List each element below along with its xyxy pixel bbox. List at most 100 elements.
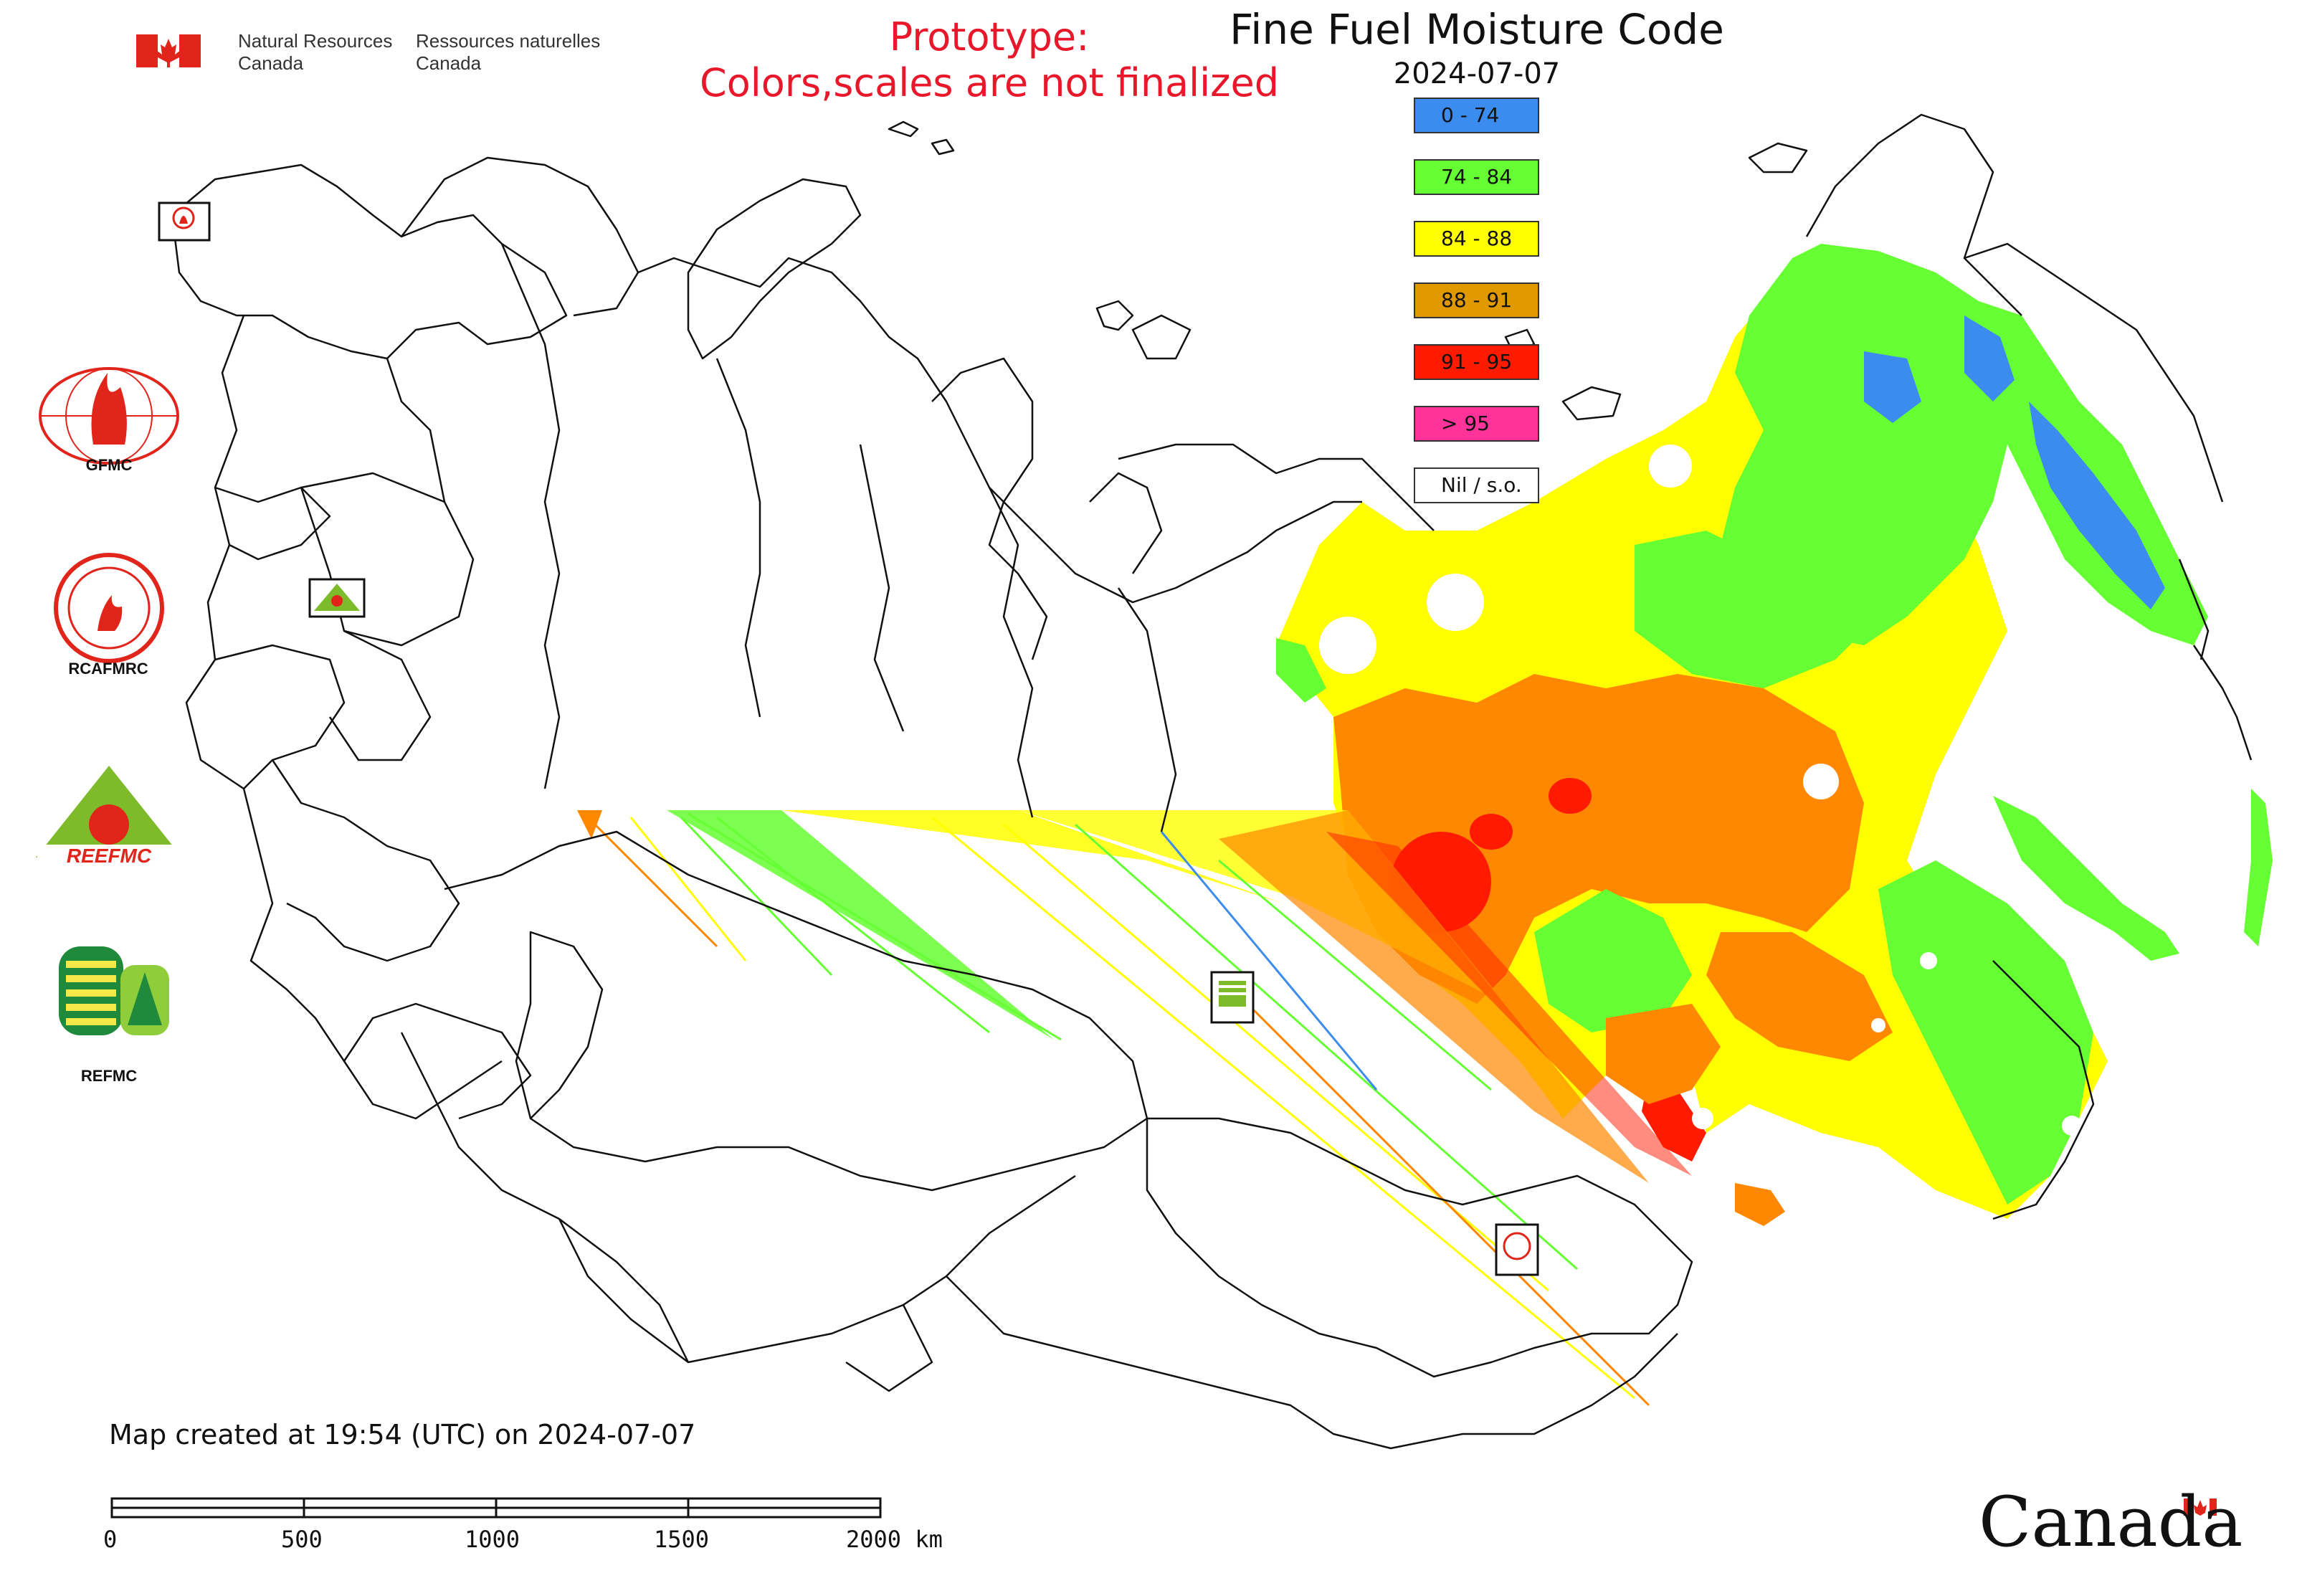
- legend-item-0-74: 0 - 74: [1414, 98, 1539, 133]
- refmc-logo: [59, 946, 169, 1035]
- ffmc-zone-green-mid: [1635, 531, 1878, 688]
- coast-gydan: [1089, 472, 1163, 574]
- coast-caspian: [515, 931, 604, 1120]
- border-belarus: [214, 644, 346, 789]
- legend-item-88-91: 88 - 91: [1414, 282, 1539, 318]
- coast-chukotka: [1805, 113, 2022, 316]
- legend-item-91-95: 91 - 95: [1414, 344, 1539, 380]
- border-turkmenistan: [558, 1218, 689, 1363]
- streak-line-9: [629, 817, 747, 961]
- reefmc-logo-text: REEFMC: [66, 845, 152, 867]
- border-mongolia: [1146, 1117, 1693, 1378]
- border-tajik: [845, 1304, 933, 1392]
- station-marker-rcafmrc: [1495, 1223, 1539, 1276]
- border-west-russia: [185, 315, 503, 1120]
- nil-dot-8: [1319, 617, 1376, 674]
- canada-wordmark: Canada: [1979, 1482, 2243, 1562]
- border-internal-3: [988, 487, 1034, 818]
- signature-fr-line2: Canada: [416, 52, 482, 74]
- ffmc-zone-red-3: [1470, 814, 1513, 850]
- ffmc-zone-green-south: [1534, 889, 1692, 1032]
- station-marker-refmc: [1210, 971, 1255, 1024]
- legend-item-84-88: 84 - 88: [1414, 221, 1539, 257]
- legend-label: 91 - 95: [1441, 350, 1513, 374]
- border-volga: [328, 630, 432, 761]
- coast-kamchatka-east: [2192, 645, 2253, 761]
- streak-line-8: [586, 816, 718, 948]
- streak-line-6: [931, 816, 1635, 1400]
- gfmc-logo: [39, 367, 179, 465]
- nil-dot-2: [1803, 764, 1839, 799]
- streak-line-2: [716, 816, 990, 1034]
- streak-band-red: [1326, 832, 1692, 1176]
- streak-band-yellow: [781, 810, 1283, 903]
- scale-label-0: 0: [103, 1526, 118, 1553]
- ffmc-zone-blue-north: [1964, 315, 2015, 402]
- rcafmrc-logo: [54, 553, 164, 663]
- island-sakhalin: [2178, 559, 2210, 660]
- scale-bar: [110, 1497, 882, 1519]
- canada-flag-header: [136, 34, 201, 67]
- nil-dot-7: [1871, 1018, 1885, 1032]
- ffmc-zone-green-west: [1276, 638, 1326, 703]
- projection-streaks: [577, 810, 1692, 1407]
- rcafmrc-label: RCAFMRC: [68, 660, 148, 678]
- nil-dot-1: [1649, 445, 1692, 488]
- prototype-line1: Prototype:: [889, 14, 1090, 60]
- coast-kola: [401, 156, 639, 317]
- ffmc-zone-blue-peninsula: [2029, 402, 2165, 609]
- border-internal-1: [500, 243, 561, 789]
- ffmc-zone-green-southeast: [1878, 860, 2093, 1205]
- legend-label: > 95: [1441, 412, 1490, 435]
- island-franz-josef-2: [931, 138, 955, 156]
- station-marker-gfmc: [158, 201, 211, 242]
- streak-line-7: [1246, 1002, 1650, 1407]
- map-created-text: Map created at 19:54 (UTC) on 2024-07-07: [109, 1419, 696, 1450]
- coast-taymyr: [1118, 443, 1435, 531]
- scale-label-500: 500: [281, 1526, 323, 1553]
- nil-dot-4: [2062, 1116, 2082, 1136]
- map-title: Fine Fuel Moisture Code: [1230, 5, 1724, 54]
- canada-wordmark-flag: [2184, 1498, 2217, 1516]
- streak-line-11: [1160, 831, 1378, 1091]
- legend-label: 84 - 88: [1441, 227, 1513, 250]
- ffmc-zone-green-island-1: [2244, 789, 2273, 946]
- streak-line-3: [1218, 859, 1492, 1091]
- coast-okhotsk: [1992, 960, 2095, 1220]
- coast-yamal: [931, 357, 1048, 660]
- island-novosibirsk: [1561, 386, 1622, 421]
- boundaries: [171, 113, 2253, 1450]
- map-date: 2024-07-07: [1393, 57, 1561, 90]
- nil-dot-5: [1920, 952, 1937, 969]
- legend-item-nil: Nil / s.o.: [1414, 467, 1539, 503]
- ffmc-zone-blue-patch: [1864, 351, 1921, 423]
- scale-label-1000: 1000: [465, 1526, 520, 1553]
- reefmc-logo: [36, 766, 184, 866]
- island-wrangel: [1748, 142, 1808, 174]
- ffmc-zone-green-island-2: [1993, 796, 2179, 961]
- border-baltic: [214, 486, 331, 561]
- streak-line-1: [688, 812, 1062, 1041]
- border-china: [946, 1276, 1678, 1450]
- legend-item-74-84: 74 - 84: [1414, 159, 1539, 195]
- ffmc-raster: [1276, 244, 2273, 1226]
- coast-black-sea: [343, 1002, 532, 1120]
- prototype-line2: Colors,scales are not finalized: [700, 60, 1279, 105]
- legend-label: 74 - 84: [1441, 165, 1513, 189]
- border-central-asia: [400, 1032, 1076, 1364]
- station-marker-reefmc: [308, 578, 366, 618]
- border-internal-4: [715, 358, 761, 718]
- coast-scandinavia: [171, 163, 568, 360]
- streak-band-green: [667, 810, 1054, 1040]
- scale-label-2000: 2000 km: [846, 1526, 943, 1553]
- legend-label: 88 - 91: [1441, 288, 1513, 312]
- agency-signature-fr: Ressources naturelles Canada: [416, 30, 600, 75]
- streak-band-orange: [1219, 810, 1649, 1183]
- island-severnaya: [1131, 314, 1192, 360]
- legend-label: Nil / s.o.: [1441, 473, 1522, 497]
- signature-fr-line1: Ressources naturelles: [416, 30, 601, 52]
- streak-line-4: [1075, 823, 1578, 1270]
- ffmc-zone-orange-inlet: [1606, 1004, 1721, 1104]
